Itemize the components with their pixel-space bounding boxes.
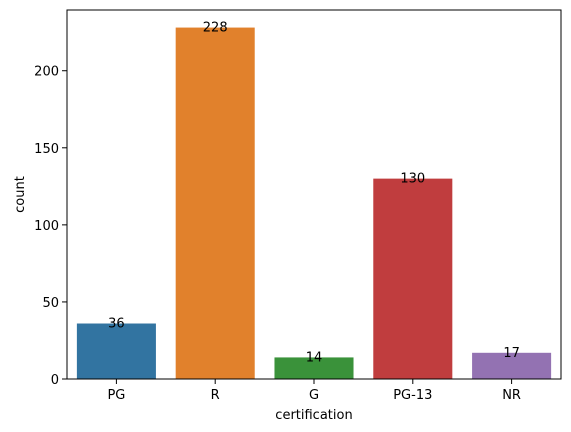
x-tick-label: G — [309, 388, 319, 403]
y-tick-label: 100 — [34, 219, 59, 234]
x-axis-ticks: PG R G PG-13 NR — [107, 379, 521, 403]
x-tick-label: PG — [107, 388, 125, 403]
data-label-pg-13: 130 — [400, 172, 425, 187]
bar-g — [274, 357, 354, 379]
y-axis-label: count — [13, 176, 28, 213]
data-label-g: 14 — [306, 350, 323, 365]
data-labels-group: 36 228 14 130 17 — [108, 21, 520, 366]
y-tick-label: 50 — [42, 296, 59, 311]
y-axis-ticks: 0 50 100 150 200 — [34, 65, 67, 388]
data-label-pg: 36 — [108, 317, 125, 332]
bar-r — [175, 27, 255, 379]
y-tick-label: 0 — [51, 373, 59, 388]
x-axis-label: certification — [275, 408, 352, 423]
bar-pg — [76, 323, 156, 379]
bar-pg-13 — [373, 178, 453, 379]
x-tick-label: PG-13 — [393, 388, 432, 403]
bar-nr — [472, 352, 552, 379]
bars-group — [76, 27, 552, 379]
y-tick-label: 200 — [34, 65, 59, 80]
y-tick-label: 150 — [34, 142, 59, 157]
x-tick-label: NR — [502, 388, 521, 403]
data-label-r: 228 — [203, 21, 228, 36]
data-label-nr: 17 — [503, 346, 520, 361]
x-tick-label: R — [211, 388, 220, 403]
plot-frame — [66, 9, 562, 380]
